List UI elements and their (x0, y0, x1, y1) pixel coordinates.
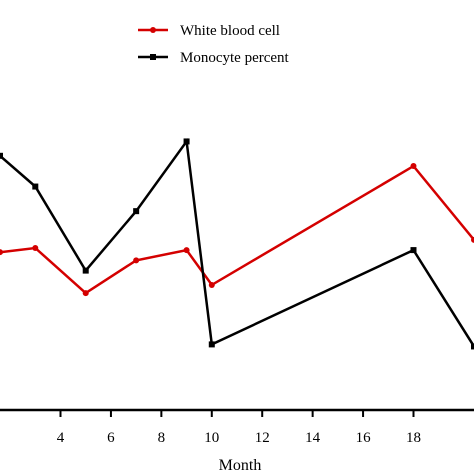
x-tick-label: 8 (158, 430, 166, 446)
data-point-white-blood-cell (133, 257, 140, 264)
data-point-white-blood-cell (410, 163, 417, 170)
series-line-monocyte-percent (0, 138, 474, 348)
legend-marker-monocyte-percent (150, 54, 156, 60)
x-tick-label: 18 (406, 430, 421, 446)
data-point-white-blood-cell (183, 247, 190, 254)
data-point-monocyte-percent (208, 341, 215, 348)
x-tick-label: 6 (107, 430, 115, 446)
x-tick-label: 4 (57, 430, 65, 446)
series-line-white-blood-cell (0, 164, 474, 295)
legend-label-white-blood-cell: White blood cell (180, 23, 280, 39)
data-point-monocyte-percent (133, 208, 140, 215)
x-ticks: 4 6 8 10 12 14 16 18 (57, 410, 421, 446)
data-point-white-blood-cell (471, 236, 474, 243)
data-point-monocyte-percent (0, 152, 3, 159)
data-point-white-blood-cell (32, 245, 39, 252)
data-point-monocyte-percent (82, 267, 89, 274)
data-point-monocyte-percent (410, 247, 417, 254)
legend-label-monocyte-percent: Monocyte percent (180, 50, 290, 66)
data-point-monocyte-percent (471, 343, 474, 350)
series-layer (0, 138, 474, 350)
data-point-white-blood-cell (0, 249, 3, 256)
data-point-white-blood-cell (208, 281, 215, 288)
x-tick-label: 12 (255, 430, 270, 446)
x-axis-title: Month (219, 457, 262, 474)
x-tick-label: 10 (204, 430, 219, 446)
legend: White blood cell Monocyte percent (138, 23, 290, 66)
x-tick-label: 16 (356, 430, 372, 446)
data-point-white-blood-cell (82, 290, 89, 297)
legend-marker-white-blood-cell (150, 27, 156, 33)
data-point-monocyte-percent (183, 138, 190, 145)
x-tick-label: 14 (305, 430, 321, 446)
legend-item-white-blood-cell: White blood cell (138, 23, 280, 39)
legend-item-monocyte-percent: Monocyte percent (138, 50, 290, 66)
data-point-monocyte-percent (32, 183, 39, 190)
